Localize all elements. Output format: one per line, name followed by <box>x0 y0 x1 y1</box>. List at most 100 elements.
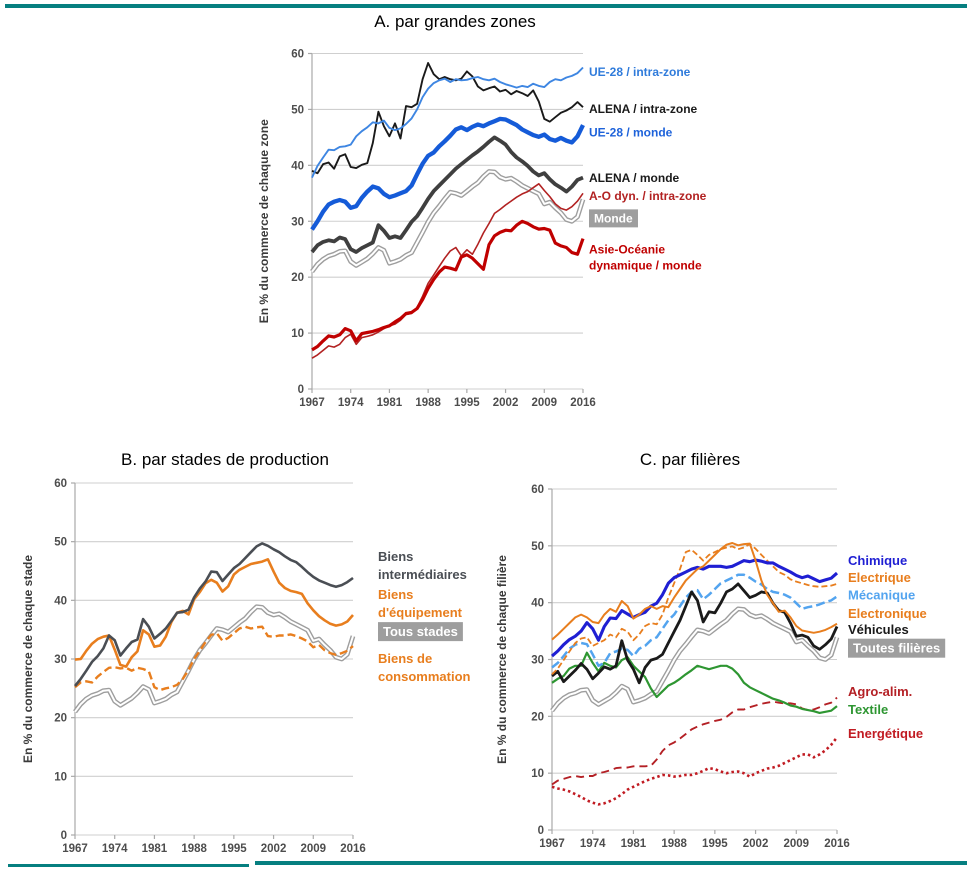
series-label-a-o-dyn-intra-zone: A-O dyn. / intra-zone <box>589 189 707 203</box>
y-axis-label: En % du commerce de chaque stade <box>21 555 35 763</box>
y-tick-label-10: 10 <box>291 328 304 340</box>
series-label-badge <box>378 622 463 642</box>
series-label-text: UE-28 / monde <box>589 125 673 139</box>
series-biens-d-quipement <box>74 558 354 668</box>
x-tick-label-1995: 1995 <box>454 397 480 409</box>
series-label-text: Monde <box>594 211 633 225</box>
series-label-text: intermédiaires <box>378 567 467 582</box>
series-label-badge <box>848 638 946 658</box>
x-tick-label-2002: 2002 <box>493 397 519 409</box>
series-a-o-dyn-intra-zone <box>311 183 584 359</box>
series-ue-28-monde <box>310 116 585 231</box>
chart-a-plot: 0 10 20 30 40 50 60 1967 1974 1981 1988 1995 2002 200… <box>257 49 707 410</box>
series-label-energ-tique: Energétique <box>848 726 923 741</box>
series-label-text: Biens <box>378 587 413 602</box>
x-tick-label-1967: 1967 <box>539 838 565 850</box>
y-axis-label: En % du commerce de chaque filière <box>495 555 509 764</box>
y-tick-label-0: 0 <box>298 384 304 396</box>
top-rule <box>5 4 967 8</box>
series-label-ue-28-monde: UE-28 / monde <box>589 125 673 139</box>
y-tick-label-40: 40 <box>54 595 67 607</box>
x-tick-label-2016: 2016 <box>570 397 596 409</box>
x-tick-label-2016: 2016 <box>340 843 366 855</box>
series-label-text: Electrique <box>848 570 911 585</box>
series-label-electronique: Electronique <box>848 606 927 621</box>
y-tick-label-0: 0 <box>61 830 67 842</box>
series-label-text: Toutes filières <box>853 641 940 656</box>
series-label-ue-28-intra-zone: UE-28 / intra-zone <box>589 65 691 79</box>
series-label-text: A-O dyn. / intra-zone <box>589 189 707 203</box>
x-tick-label-2009: 2009 <box>300 843 326 855</box>
series-label-electrique: Electrique <box>848 570 911 585</box>
y-tick-label-40: 40 <box>291 160 304 172</box>
series-electrique <box>551 543 838 675</box>
y-tick-label-10: 10 <box>531 768 544 780</box>
x-tick-label-1981: 1981 <box>621 838 647 850</box>
series-ue-28-intra-zone <box>311 66 584 179</box>
series-label-biens-interm-diaires: Biens intermédiaires <box>378 549 467 582</box>
x-tick-label-1981: 1981 <box>377 397 403 409</box>
series-label-alena-intra-zone: ALENA / intra-zone <box>589 102 698 116</box>
series-label-asie-oc-anie-dynamique-monde: Asie-Océanie dynamique / monde <box>589 243 702 273</box>
series-label-badge <box>589 209 638 228</box>
series-label-text: Agro-alim. <box>848 684 912 699</box>
series-label-text: Véhicules <box>848 622 909 637</box>
series-tous-stades-core <box>74 605 354 713</box>
x-tick-label-1995: 1995 <box>221 843 247 855</box>
y-tick-label-30: 30 <box>54 654 67 666</box>
y-axis-label: En % du commerce de chaque zone <box>257 119 271 323</box>
series-electronique <box>551 542 838 641</box>
series-label-text: ALENA / monde <box>589 171 680 185</box>
y-tick-label-60: 60 <box>291 49 304 61</box>
y-tick-label-50: 50 <box>291 104 304 116</box>
y-tick-label-30: 30 <box>531 655 544 667</box>
x-tick-label-1967: 1967 <box>299 397 325 409</box>
y-tick-label-20: 20 <box>531 711 544 723</box>
y-tick-label-60: 60 <box>531 484 544 496</box>
chart-c-title: C. par filières <box>639 450 741 469</box>
series-monde-core <box>311 170 584 273</box>
series-biens-interm-diaires <box>73 542 354 687</box>
y-tick-label-10: 10 <box>54 771 67 783</box>
series-biens-de-consommation <box>74 625 354 692</box>
series-label-text: Biens de <box>378 651 432 666</box>
x-tick-label-1981: 1981 <box>142 843 168 855</box>
y-tick-label-40: 40 <box>531 598 544 610</box>
x-tick-label-1974: 1974 <box>580 838 606 850</box>
series-label-text: UE-28 / intra-zone <box>589 65 691 79</box>
series-v-hicules <box>551 582 839 685</box>
series-label-m-canique: Mécanique <box>848 587 915 602</box>
series-toutes-fili-res-core <box>551 607 838 712</box>
series-label-text: Mécanique <box>848 587 915 602</box>
series-label-textile: Textile <box>848 702 888 717</box>
chart-a-title: A. par grandes zones <box>374 12 536 31</box>
y-tick-label-50: 50 <box>531 541 544 553</box>
x-tick-label-2002: 2002 <box>743 838 769 850</box>
bottom-rule-right <box>255 861 967 865</box>
y-tick-label-0: 0 <box>538 825 544 837</box>
series-agro-alim <box>551 696 838 786</box>
series-asie-oc-anie-dynamique-monde <box>311 219 585 352</box>
series-label-monde: Monde <box>589 209 638 228</box>
bottom-rule-left <box>8 864 249 867</box>
series-alena-intra-zone <box>311 62 584 175</box>
series-label-toutes-fili-res: Toutes filières <box>848 638 946 658</box>
x-tick-label-2009: 2009 <box>783 838 809 850</box>
x-tick-label-1974: 1974 <box>338 397 364 409</box>
series-label-text: Energétique <box>848 726 923 741</box>
y-tick-label-20: 20 <box>54 713 67 725</box>
y-tick-label-60: 60 <box>54 478 67 490</box>
x-tick-label-2002: 2002 <box>261 843 287 855</box>
x-tick-label-1988: 1988 <box>661 838 687 850</box>
series-label-text: d'équipement <box>378 605 463 620</box>
series-label-alena-monde: ALENA / monde <box>589 171 680 185</box>
series-m-canique <box>551 573 838 669</box>
chart-c-plot: 0 10 20 30 40 50 60 1967 1974 1981 1988 1995 2002 200… <box>495 484 946 850</box>
x-tick-label-1995: 1995 <box>702 838 728 850</box>
series-alena-monde <box>310 135 584 254</box>
x-tick-label-1974: 1974 <box>102 843 128 855</box>
series-chimique <box>550 558 839 658</box>
x-tick-label-2009: 2009 <box>531 397 557 409</box>
y-tick-label-20: 20 <box>291 272 304 284</box>
